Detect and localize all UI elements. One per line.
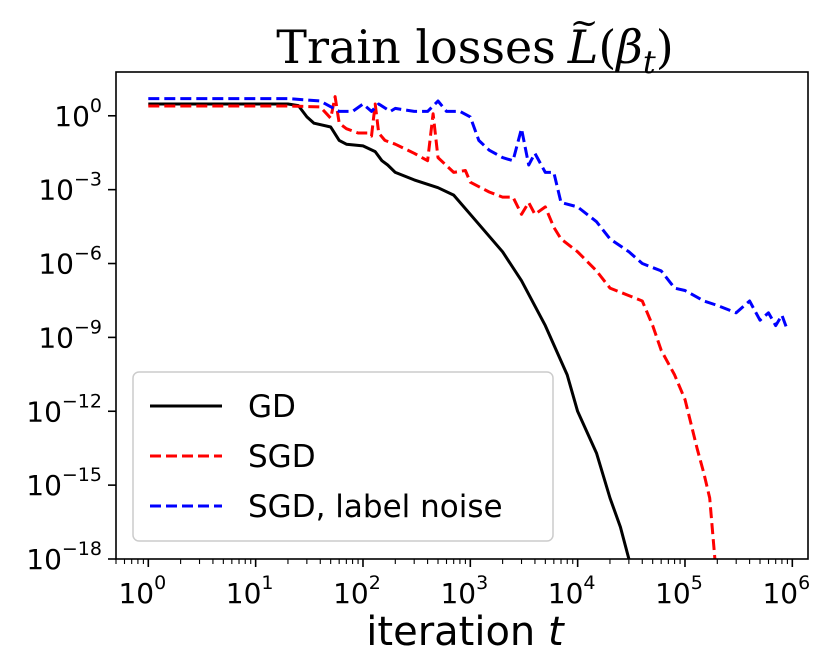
x-tick-label: 106 (762, 572, 810, 610)
x-tick-label: 105 (655, 572, 703, 610)
x-axis: 100 101 102 103 104 105 106 (115, 559, 810, 610)
legend-label: SGD (248, 439, 316, 475)
y-tick-label: 10−3 (38, 169, 102, 207)
title-math-L: L (567, 20, 599, 74)
x-tick-label: 102 (333, 572, 381, 610)
series-layer (148, 95, 789, 559)
series-line-gd (148, 102, 631, 559)
y-tick-label: 10−12 (26, 390, 102, 428)
legend-box (132, 371, 554, 542)
y-tick-label: 10−18 (26, 538, 102, 576)
y-axis: 100 10−3 10−6 10−9 10−12 10−15 10−18 (26, 95, 116, 576)
legend: GD SGD SGD, label noise (132, 371, 554, 542)
x-tick-label: 103 (440, 572, 488, 610)
y-tick-label: 100 (54, 95, 102, 133)
series-line-sgd-label-noise (148, 97, 789, 331)
x-tick-label: 101 (226, 572, 274, 610)
y-tick-label: 10−15 (26, 464, 102, 502)
chart-title: Train losses L(βt) (276, 20, 673, 81)
x-axis-label: iteration t (366, 609, 565, 655)
legend-label: SGD, label noise (248, 489, 503, 525)
title-tilde: ~ (570, 3, 599, 43)
legend-label: GD (248, 389, 296, 425)
x-tick-label: 104 (548, 572, 596, 610)
plot-frame (115, 71, 809, 560)
x-tick-label: 100 (118, 572, 166, 610)
y-tick-label: 10−6 (38, 243, 102, 281)
series-line-sgd (148, 95, 717, 559)
y-tick-label: 10−9 (38, 316, 102, 354)
